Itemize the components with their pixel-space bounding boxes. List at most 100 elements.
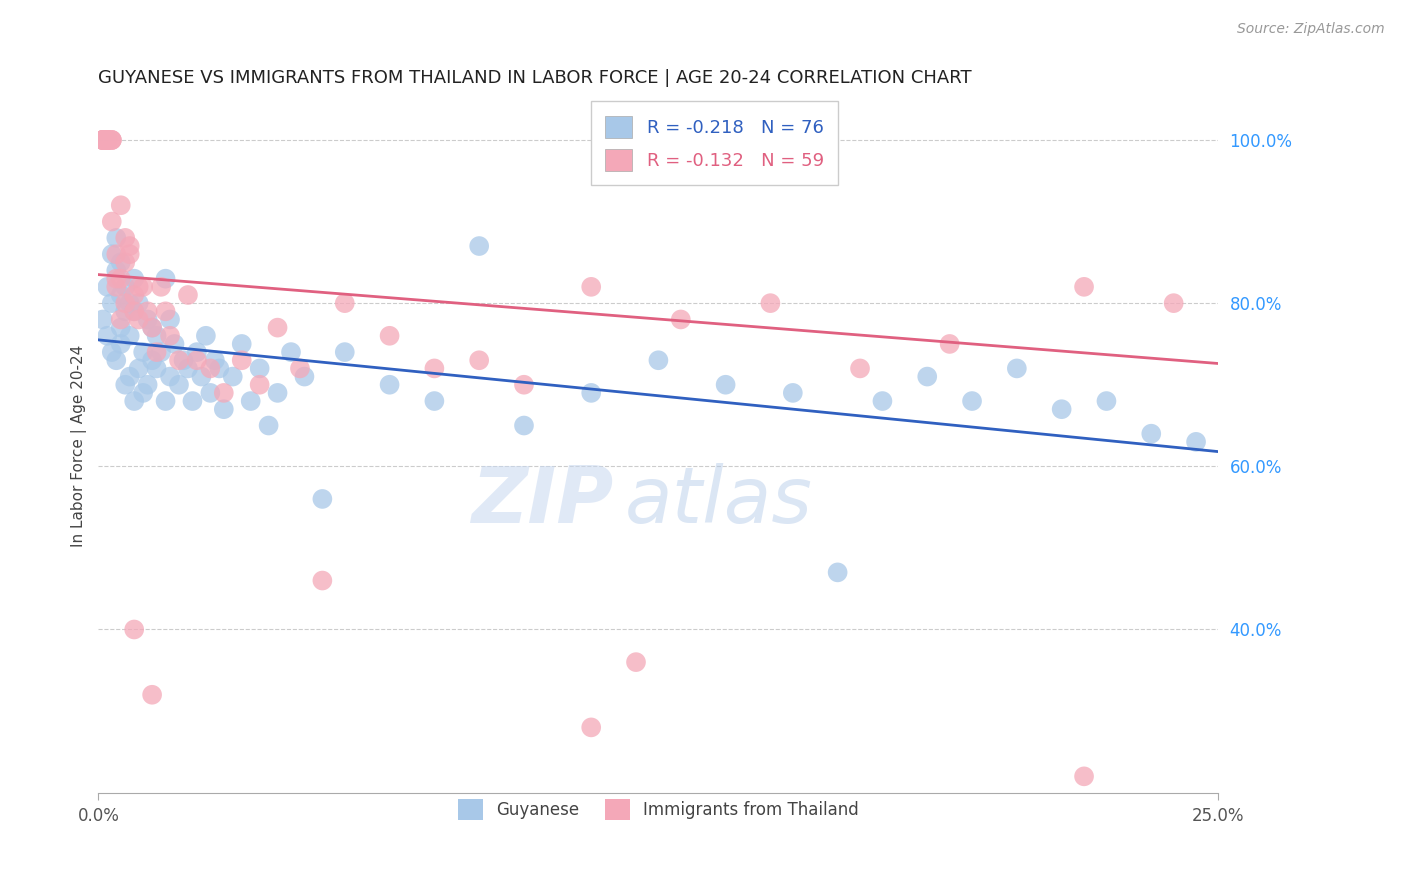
Point: [159, 369, 181, 384]
Point: [136, 304, 159, 318]
Text: Source: ZipAtlas.com: Source: ZipAtlas.com: [1237, 22, 1385, 37]
Point: [204, 353, 226, 368]
Point: [186, 353, 208, 368]
Y-axis label: In Labor Force | Age 20-24: In Labor Force | Age 20-24: [72, 345, 87, 547]
Point: [239, 394, 262, 409]
Point: [101, 247, 124, 261]
Point: [114, 280, 136, 294]
Point: [105, 280, 128, 294]
Point: [311, 491, 333, 506]
Point: [231, 353, 253, 368]
Point: [513, 377, 536, 392]
Point: [579, 385, 602, 400]
Point: [91, 133, 114, 147]
Point: [513, 418, 536, 433]
Point: [280, 345, 302, 359]
Point: [110, 271, 132, 285]
Point: [91, 133, 114, 147]
Point: [249, 361, 271, 376]
Point: [849, 361, 872, 376]
Point: [266, 385, 288, 400]
Point: [91, 133, 114, 147]
Point: [114, 231, 136, 245]
Text: ZIP: ZIP: [471, 464, 613, 540]
Point: [294, 369, 316, 384]
Point: [96, 328, 118, 343]
Point: [118, 247, 141, 261]
Point: [91, 312, 114, 326]
Point: [118, 328, 141, 343]
Point: [1050, 402, 1073, 417]
Point: [105, 247, 128, 261]
Point: [759, 296, 782, 310]
Point: [122, 271, 145, 285]
Point: [132, 280, 155, 294]
Point: [110, 255, 132, 269]
Point: [150, 345, 173, 359]
Point: [118, 369, 141, 384]
Point: [159, 312, 181, 326]
Point: [91, 133, 114, 147]
Point: [257, 418, 280, 433]
Point: [96, 133, 118, 147]
Point: [110, 320, 132, 334]
Point: [288, 361, 311, 376]
Point: [915, 369, 938, 384]
Point: [110, 198, 132, 212]
Point: [782, 385, 804, 400]
Point: [468, 353, 491, 368]
Point: [177, 288, 200, 302]
Point: [1185, 434, 1208, 449]
Point: [190, 369, 212, 384]
Point: [141, 353, 163, 368]
Point: [96, 133, 118, 147]
Point: [114, 255, 136, 269]
Point: [110, 288, 132, 302]
Point: [579, 720, 602, 734]
Point: [423, 394, 446, 409]
Point: [200, 361, 222, 376]
Point: [145, 345, 167, 359]
Point: [249, 377, 271, 392]
Point: [1140, 426, 1163, 441]
Point: [1095, 394, 1118, 409]
Point: [96, 280, 118, 294]
Point: [132, 345, 155, 359]
Point: [145, 328, 167, 343]
Point: [1163, 296, 1185, 310]
Point: [122, 394, 145, 409]
Point: [141, 320, 163, 334]
Point: [159, 328, 181, 343]
Point: [136, 377, 159, 392]
Point: [423, 361, 446, 376]
Point: [105, 353, 128, 368]
Point: [938, 337, 960, 351]
Point: [200, 385, 222, 400]
Point: [122, 304, 145, 318]
Point: [114, 296, 136, 310]
Point: [167, 377, 190, 392]
Point: [333, 296, 356, 310]
Point: [378, 377, 401, 392]
Point: [96, 133, 118, 147]
Point: [827, 566, 849, 580]
Point: [181, 394, 204, 409]
Point: [118, 239, 141, 253]
Legend: Guyanese, Immigrants from Thailand: Guyanese, Immigrants from Thailand: [444, 786, 872, 833]
Point: [872, 394, 894, 409]
Point: [101, 214, 124, 228]
Point: [669, 312, 692, 326]
Point: [101, 133, 124, 147]
Point: [1005, 361, 1028, 376]
Point: [132, 385, 155, 400]
Point: [136, 312, 159, 326]
Point: [311, 574, 333, 588]
Point: [122, 288, 145, 302]
Point: [647, 353, 669, 368]
Point: [177, 361, 200, 376]
Point: [91, 133, 114, 147]
Point: [163, 337, 186, 351]
Point: [105, 231, 128, 245]
Point: [231, 337, 253, 351]
Point: [468, 239, 491, 253]
